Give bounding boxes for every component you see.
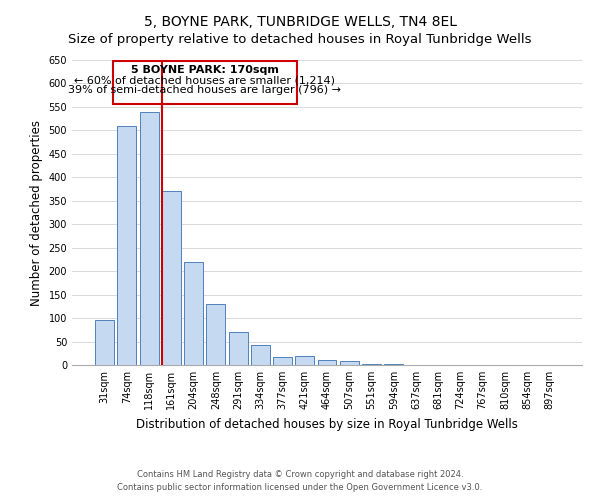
- Text: Size of property relative to detached houses in Royal Tunbridge Wells: Size of property relative to detached ho…: [68, 32, 532, 46]
- Bar: [184, 262, 203, 365]
- Bar: [362, 364, 381, 365]
- Text: ← 60% of detached houses are smaller (1,214): ← 60% of detached houses are smaller (1,…: [74, 75, 335, 85]
- Bar: [118, 126, 136, 365]
- X-axis label: Distribution of detached houses by size in Royal Tunbridge Wells: Distribution of detached houses by size …: [136, 418, 518, 430]
- Bar: [317, 360, 337, 365]
- Text: 39% of semi-detached houses are larger (796) →: 39% of semi-detached houses are larger (…: [68, 86, 341, 96]
- Bar: [95, 320, 114, 365]
- Bar: [384, 364, 403, 365]
- Text: Contains HM Land Registry data © Crown copyright and database right 2024.
Contai: Contains HM Land Registry data © Crown c…: [118, 470, 482, 492]
- Text: 5 BOYNE PARK: 170sqm: 5 BOYNE PARK: 170sqm: [131, 64, 279, 74]
- Text: 5, BOYNE PARK, TUNBRIDGE WELLS, TN4 8EL: 5, BOYNE PARK, TUNBRIDGE WELLS, TN4 8EL: [143, 15, 457, 29]
- FancyBboxPatch shape: [113, 61, 296, 104]
- Bar: [206, 304, 225, 365]
- Bar: [140, 112, 158, 365]
- Bar: [295, 356, 314, 365]
- Bar: [273, 356, 292, 365]
- Y-axis label: Number of detached properties: Number of detached properties: [30, 120, 43, 306]
- Bar: [251, 346, 270, 365]
- Bar: [162, 192, 181, 365]
- Bar: [229, 332, 248, 365]
- Bar: [340, 361, 359, 365]
